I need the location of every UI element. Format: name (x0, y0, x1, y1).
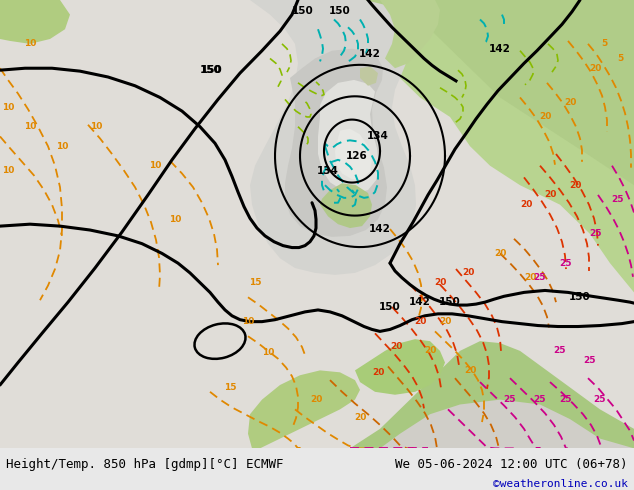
Text: 25: 25 (589, 229, 601, 239)
Text: Height/Temp. 850 hPa [gdmp][°C] ECMWF: Height/Temp. 850 hPa [gdmp][°C] ECMWF (6, 458, 284, 471)
Text: 142: 142 (489, 44, 511, 54)
Polygon shape (350, 341, 634, 448)
Text: 20: 20 (464, 366, 476, 375)
Text: 25: 25 (534, 273, 547, 282)
Text: 10: 10 (169, 215, 181, 224)
Text: 142: 142 (369, 224, 391, 234)
Text: 134: 134 (367, 131, 389, 142)
Text: 20: 20 (524, 273, 536, 282)
Text: 126: 126 (346, 151, 368, 161)
Text: 5: 5 (617, 54, 623, 63)
Text: 20: 20 (434, 278, 446, 287)
Text: 25: 25 (584, 356, 596, 365)
Polygon shape (355, 339, 445, 395)
Polygon shape (320, 183, 372, 228)
Text: 25: 25 (612, 196, 624, 204)
Polygon shape (285, 49, 387, 237)
Text: We 05-06-2024 12:00 UTC (06+78): We 05-06-2024 12:00 UTC (06+78) (395, 458, 628, 471)
Text: 10: 10 (24, 122, 36, 131)
Text: 15: 15 (249, 278, 261, 287)
Polygon shape (0, 0, 634, 448)
Text: 10: 10 (149, 161, 161, 170)
Polygon shape (0, 0, 70, 44)
Text: 20: 20 (589, 64, 601, 73)
Text: 20: 20 (520, 200, 532, 209)
Polygon shape (310, 0, 634, 293)
Text: 10: 10 (56, 142, 68, 151)
Text: 150: 150 (292, 6, 314, 16)
Text: 20: 20 (494, 249, 506, 258)
Text: 25: 25 (594, 395, 606, 404)
Text: 20: 20 (310, 395, 322, 404)
Text: 15: 15 (224, 383, 236, 392)
Text: 10: 10 (90, 122, 102, 131)
Text: 10: 10 (242, 317, 254, 326)
Text: 10: 10 (262, 348, 274, 357)
Text: 20: 20 (372, 368, 384, 377)
Text: 142: 142 (409, 297, 431, 307)
Text: 5: 5 (601, 39, 607, 49)
Text: 20: 20 (424, 346, 436, 355)
Text: 20: 20 (414, 317, 426, 326)
Text: 10: 10 (2, 103, 14, 112)
Text: 20: 20 (564, 98, 576, 107)
Text: 25: 25 (504, 395, 516, 404)
Polygon shape (250, 0, 416, 275)
Text: 20: 20 (462, 269, 474, 277)
Polygon shape (400, 0, 634, 185)
Polygon shape (335, 129, 372, 179)
Polygon shape (248, 370, 360, 448)
Polygon shape (318, 80, 379, 193)
Polygon shape (380, 400, 634, 448)
Text: 142: 142 (359, 49, 381, 59)
Text: 150: 150 (200, 65, 222, 75)
Text: 25: 25 (553, 346, 566, 355)
Text: ©weatheronline.co.uk: ©weatheronline.co.uk (493, 479, 628, 489)
Text: 134: 134 (317, 166, 339, 175)
Text: 150: 150 (201, 65, 223, 75)
Text: 20: 20 (544, 191, 556, 199)
Polygon shape (290, 0, 634, 31)
Text: 20: 20 (354, 413, 366, 422)
Text: 150: 150 (379, 302, 401, 312)
Text: 20: 20 (539, 113, 551, 122)
Text: 25: 25 (534, 395, 547, 404)
Text: 20: 20 (569, 181, 581, 190)
Text: 150: 150 (569, 292, 591, 302)
Text: 150: 150 (439, 297, 461, 307)
Polygon shape (360, 66, 378, 86)
Polygon shape (380, 0, 440, 68)
Text: 10: 10 (2, 166, 14, 175)
Text: 20: 20 (439, 317, 451, 326)
Text: 20: 20 (390, 342, 402, 350)
Text: 25: 25 (559, 395, 571, 404)
Text: 10: 10 (24, 39, 36, 49)
Text: 150: 150 (329, 6, 351, 16)
Polygon shape (0, 448, 634, 490)
Text: 25: 25 (559, 259, 571, 268)
